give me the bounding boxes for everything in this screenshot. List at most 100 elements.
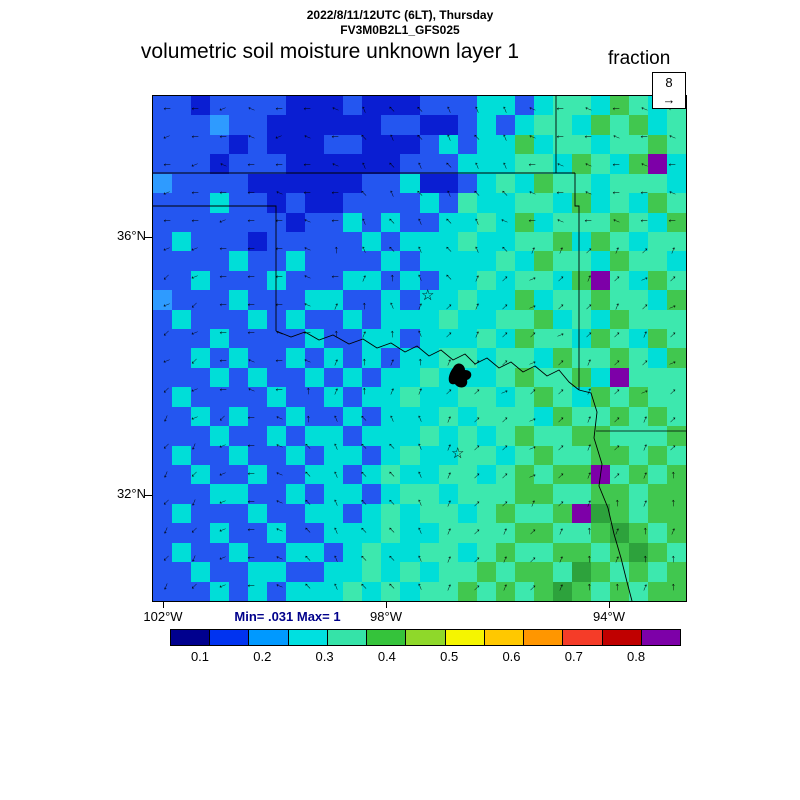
raster-cell xyxy=(438,348,458,368)
raster-cell xyxy=(609,367,629,388)
raster-cell xyxy=(229,406,249,427)
raster-cell xyxy=(476,367,496,388)
raster-cell xyxy=(267,329,287,349)
raster-cell xyxy=(191,309,211,330)
minmax-label: Min= .031 Max= 1 xyxy=(234,609,341,624)
raster-cell xyxy=(495,367,515,388)
raster-cell xyxy=(229,173,249,194)
raster-cell xyxy=(324,542,344,563)
raster-cell xyxy=(457,270,477,291)
raster-cell xyxy=(400,96,420,116)
city-star-marker: ☆ xyxy=(451,445,465,462)
raster-cell xyxy=(267,348,287,368)
raster-cell xyxy=(172,290,192,310)
colorbar-segment xyxy=(288,630,328,645)
raster-cell xyxy=(457,387,477,407)
raster-cell xyxy=(590,562,610,582)
wind-reference-arrow-icon: → xyxy=(662,92,676,107)
raster-cell xyxy=(305,329,325,349)
raster-cell xyxy=(476,387,496,407)
raster-cell xyxy=(191,523,211,543)
raster-cell xyxy=(647,523,667,543)
raster-cell xyxy=(305,581,325,601)
raster-cell xyxy=(647,465,667,485)
raster-cell xyxy=(343,523,363,543)
raster-cell xyxy=(362,445,382,466)
wind-reference-box: 8 → xyxy=(652,72,686,109)
raster-cell xyxy=(324,562,344,582)
raster-cell xyxy=(324,406,344,427)
raster-cell xyxy=(476,290,496,310)
raster-cell xyxy=(666,387,686,407)
raster-cell xyxy=(400,523,420,543)
raster-cell xyxy=(400,309,420,330)
raster-cell xyxy=(571,193,591,213)
raster-cell xyxy=(305,134,325,155)
raster-cell xyxy=(476,562,496,582)
raster-cell xyxy=(533,581,553,601)
raster-cell xyxy=(229,484,249,504)
raster-cell xyxy=(647,193,667,213)
raster-cell xyxy=(571,484,591,504)
raster-cell xyxy=(153,542,173,563)
raster-cell xyxy=(267,251,287,271)
raster-cell xyxy=(362,270,382,291)
raster-cell xyxy=(343,251,363,271)
raster-cell xyxy=(248,154,268,174)
raster-cell xyxy=(666,581,686,601)
raster-cell xyxy=(628,581,648,601)
colorbar-tick-label: 0.5 xyxy=(440,649,459,664)
lon-tick-mark xyxy=(386,601,387,608)
raster-cell xyxy=(305,406,325,427)
units-label: fraction xyxy=(608,48,671,69)
lon-tick-mark xyxy=(163,601,164,608)
raster-cell xyxy=(495,581,515,601)
raster-cell xyxy=(229,581,249,601)
raster-cell xyxy=(210,134,230,155)
raster-cell xyxy=(229,134,249,155)
raster-cell xyxy=(153,193,173,213)
raster-cell xyxy=(210,173,230,194)
raster-cell xyxy=(438,290,458,310)
raster-cell xyxy=(457,406,477,427)
raster-cell xyxy=(210,193,230,213)
raster-cell xyxy=(381,251,401,271)
raster-cell xyxy=(248,96,268,116)
raster-cell xyxy=(343,387,363,407)
raster-cell xyxy=(647,581,667,601)
raster-cell xyxy=(305,523,325,543)
raster-cell xyxy=(229,329,249,349)
raster-cell xyxy=(419,193,439,213)
raster-cell xyxy=(628,231,648,252)
raster-cell xyxy=(552,270,572,291)
raster-cell xyxy=(647,445,667,466)
raster-cell xyxy=(153,309,173,330)
raster-cell xyxy=(267,96,287,116)
raster-cell xyxy=(305,309,325,330)
raster-cell xyxy=(305,115,325,135)
raster-cell xyxy=(647,503,667,524)
raster-cell xyxy=(248,503,268,524)
colorbar-segment xyxy=(484,630,525,645)
raster-cell xyxy=(153,173,173,194)
raster-cell xyxy=(647,562,667,582)
raster-cell xyxy=(514,445,534,466)
raster-cell xyxy=(476,523,496,543)
raster-cell xyxy=(248,329,268,349)
raster-cell xyxy=(210,115,230,135)
raster-cell xyxy=(666,542,686,563)
raster-cell xyxy=(210,445,230,466)
raster-cell xyxy=(286,154,306,174)
raster-cell xyxy=(457,484,477,504)
raster-cell xyxy=(628,562,648,582)
raster-cell xyxy=(552,134,572,155)
raster-cell xyxy=(438,523,458,543)
raster-cell xyxy=(153,503,173,524)
raster-cell xyxy=(457,562,477,582)
raster-cell xyxy=(286,115,306,135)
raster-cell xyxy=(229,348,249,368)
raster-cell xyxy=(438,309,458,330)
raster-cell xyxy=(229,367,249,388)
raster-cell xyxy=(267,309,287,330)
raster-cell xyxy=(286,406,306,427)
